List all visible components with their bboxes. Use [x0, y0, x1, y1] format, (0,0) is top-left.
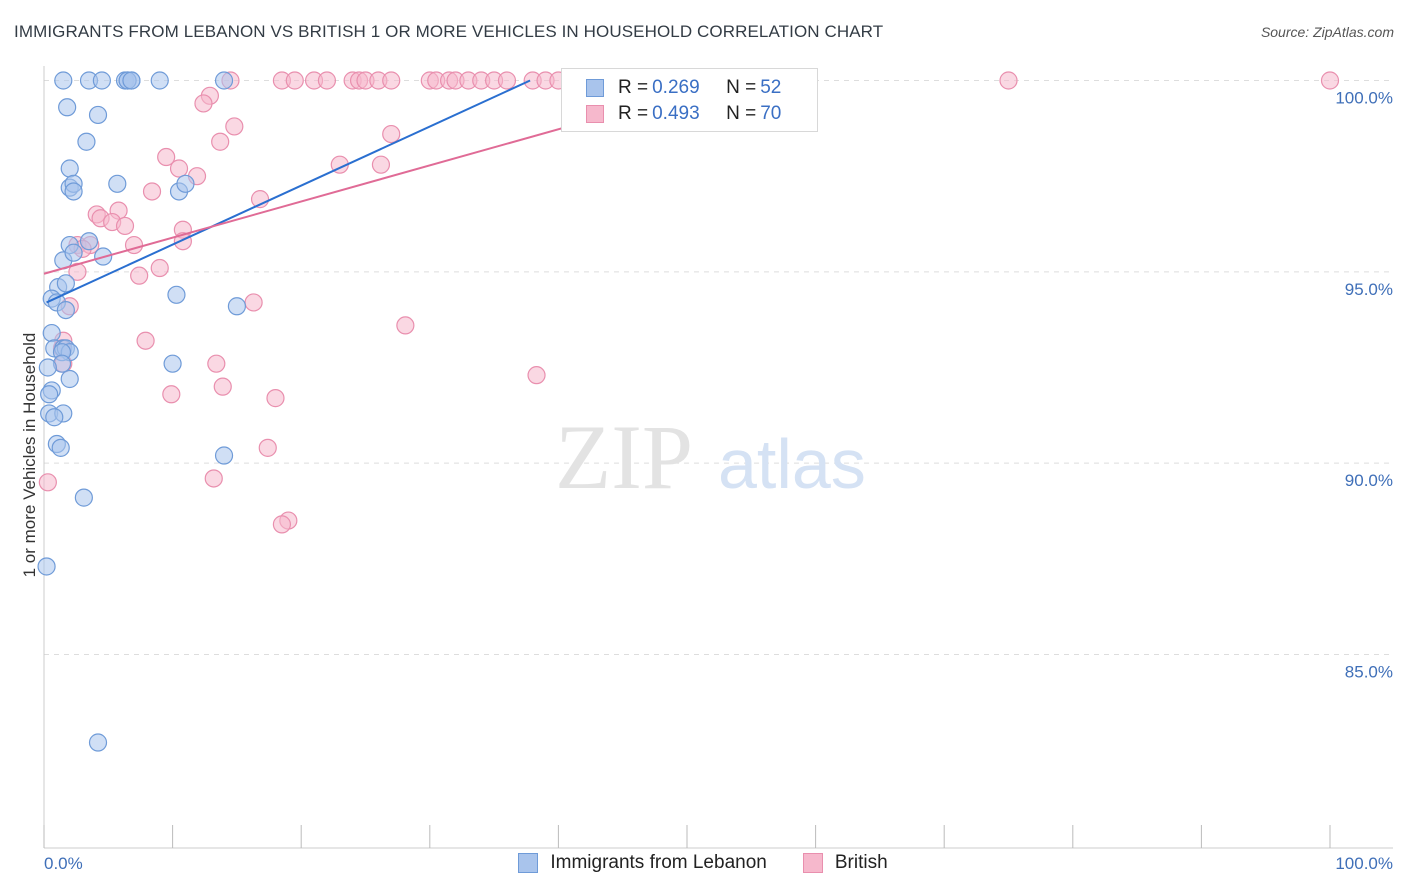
british-point	[266, 389, 285, 408]
lebanon-point	[88, 105, 108, 125]
lebanon-point	[38, 358, 57, 377]
lebanon-point	[92, 71, 111, 90]
lebanon-point	[227, 297, 246, 316]
british-point	[207, 354, 226, 373]
lebanon-point	[167, 285, 186, 304]
legend-r-value: 0.269	[652, 77, 700, 98]
lebanon-point	[150, 71, 169, 90]
lebanon-point	[42, 323, 61, 343]
british-point	[130, 266, 149, 285]
british-point	[38, 473, 57, 492]
legend-n-label: N =	[726, 77, 757, 98]
y-tick-label: 85.0%	[1345, 663, 1393, 682]
legend-item-british[interactable]: British	[802, 852, 888, 874]
correlation-legend: R = 0.269 N = 52 R = 0.493 N = 70	[561, 68, 818, 132]
legend-r-label: R =	[618, 77, 649, 98]
watermark: ZIP atlas	[555, 406, 866, 508]
british-point	[258, 438, 277, 457]
y-tick-label: 100.0%	[1335, 89, 1393, 108]
british-point	[371, 155, 391, 174]
y-tick-label: 90.0%	[1345, 471, 1393, 490]
lebanon-point	[64, 243, 83, 262]
legend-r-label: R =	[618, 103, 649, 124]
british-point	[204, 469, 223, 488]
x-tick-label: 0.0%	[44, 854, 83, 873]
lebanon-point	[37, 557, 56, 576]
tick-labels: 85.0% 90.0% 95.0% 100.0% 0.0% 100.0%	[44, 89, 1393, 874]
watermark-atlas: atlas	[718, 425, 866, 503]
british-point	[169, 159, 189, 178]
legend-swatch-pink	[802, 853, 823, 873]
legend-n-value: 52	[760, 77, 782, 98]
british-point	[285, 71, 304, 90]
british-point	[497, 71, 517, 90]
british-point	[162, 385, 181, 404]
legend-swatch-blue	[586, 79, 604, 97]
british-point	[150, 258, 169, 278]
legend-item-lebanon[interactable]: Immigrants from Lebanon	[518, 852, 767, 874]
british-point	[115, 216, 135, 236]
lebanon-point	[214, 446, 234, 465]
source-label: Source: ZipAtlas.com	[1260, 24, 1394, 40]
british-point	[157, 147, 176, 167]
lebanon-point	[108, 174, 127, 193]
legend-swatch-blue	[518, 853, 539, 873]
watermark-zip: ZIP	[555, 406, 693, 508]
british-point	[272, 515, 292, 534]
axes	[43, 66, 1393, 849]
lebanon-point	[88, 733, 108, 752]
british-point	[527, 366, 546, 385]
legend-n-label: N =	[726, 103, 757, 124]
chart-title: IMMIGRANTS FROM LEBANON VS BRITISH 1 OR …	[14, 22, 884, 41]
lebanon-point	[74, 488, 93, 507]
lebanon-point	[51, 438, 70, 457]
legend-row-lebanon: R = 0.269 N = 52	[586, 77, 781, 99]
legend-r-value: 0.493	[652, 103, 700, 124]
british-point	[396, 316, 415, 335]
legend-row-british: R = 0.493 N = 70	[586, 103, 781, 125]
lebanon-point	[56, 274, 75, 293]
british-point	[213, 377, 232, 396]
british-point	[382, 124, 401, 144]
lebanon-point	[176, 174, 195, 193]
british-point	[211, 132, 230, 151]
lebanon-point	[122, 71, 141, 90]
legend-label-british: British	[834, 852, 888, 873]
y-axis-title: 1 or more Vehicles in Household	[20, 333, 39, 578]
lebanon-point	[77, 132, 96, 151]
legend-swatch-pink	[586, 105, 604, 123]
british-point	[999, 71, 1018, 90]
british-point	[136, 331, 155, 350]
british-point	[225, 117, 244, 136]
lebanon-point	[79, 232, 99, 251]
british-point	[1320, 71, 1340, 90]
lebanon-point	[58, 98, 77, 117]
lebanon-point	[56, 301, 75, 320]
legend-n-value: 70	[760, 103, 782, 124]
x-tick-label: 100.0%	[1335, 854, 1393, 873]
british-point	[317, 71, 337, 90]
lebanon-point	[45, 408, 64, 427]
lebanon-point	[60, 369, 79, 389]
british-point	[142, 182, 162, 201]
lebanon-point	[60, 159, 79, 178]
lebanon-point	[64, 182, 83, 201]
british-point	[382, 71, 401, 90]
series-legend: Immigrants from Lebanon British	[0, 852, 1406, 874]
lebanon-point	[214, 71, 234, 90]
british-point	[194, 94, 213, 113]
legend-label-lebanon: Immigrants from Lebanon	[550, 852, 767, 873]
lebanon-point	[40, 385, 59, 404]
lebanon-point	[163, 354, 182, 373]
lebanon-trend-line	[46, 79, 531, 304]
y-tick-label: 95.0%	[1345, 280, 1393, 299]
lebanon-points	[37, 71, 246, 752]
grid-lines	[44, 80, 1393, 655]
lebanon-point	[54, 71, 73, 90]
british-point	[244, 293, 263, 312]
